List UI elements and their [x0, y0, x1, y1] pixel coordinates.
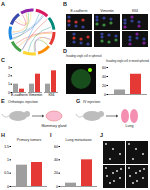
- svg-text:I: I: [50, 132, 52, 138]
- svg-text:1.5: 1.5: [4, 145, 9, 149]
- svg-text:1: 1: [7, 158, 9, 162]
- svg-text:G: G: [76, 98, 80, 104]
- svg-text:2: 2: [8, 74, 10, 78]
- svg-text:Invading single cell in sphero: Invading single cell in spheroid: [66, 54, 102, 58]
- svg-text:E: E: [1, 98, 5, 104]
- svg-text:IV injection: IV injection: [83, 100, 100, 104]
- svg-text:A: A: [1, 1, 5, 7]
- svg-text:C: C: [1, 57, 5, 63]
- svg-text:0: 0: [56, 185, 58, 189]
- svg-text:B: B: [63, 1, 67, 7]
- svg-text:D: D: [63, 48, 67, 54]
- svg-text:J: J: [100, 132, 103, 138]
- svg-text:20: 20: [102, 84, 106, 88]
- svg-text:0: 0: [104, 93, 106, 97]
- svg-text:Lung metastasis: Lung metastasis: [65, 138, 91, 142]
- svg-text:Invading single cell in mixed: Invading single cell in mixed spheroid: [106, 59, 150, 63]
- svg-text:H: H: [1, 132, 5, 138]
- svg-text:Lung: Lung: [126, 124, 134, 128]
- svg-text:Primary tumors: Primary tumors: [17, 138, 42, 142]
- svg-text:Klf4: Klf4: [132, 9, 138, 13]
- svg-text:Orthotopic injection: Orthotopic injection: [8, 100, 38, 104]
- svg-text:Vimentin: Vimentin: [100, 9, 114, 13]
- svg-text:Vimentin: Vimentin: [29, 93, 43, 97]
- svg-text:60: 60: [102, 66, 106, 70]
- svg-text:20: 20: [54, 171, 58, 175]
- svg-text:Klf4: Klf4: [48, 93, 54, 97]
- svg-text:3: 3: [8, 66, 10, 70]
- svg-text:E-cadherin: E-cadherin: [11, 93, 28, 97]
- svg-text:40: 40: [102, 75, 106, 79]
- svg-text:60: 60: [54, 145, 58, 149]
- svg-text:E-cadherin: E-cadherin: [71, 9, 88, 13]
- svg-text:40: 40: [54, 158, 58, 162]
- svg-text:0: 0: [7, 185, 9, 189]
- svg-text:0.5: 0.5: [4, 171, 9, 175]
- svg-text:0: 0: [8, 91, 10, 95]
- svg-text:1: 1: [8, 82, 10, 86]
- svg-text:Mammary gland: Mammary gland: [41, 124, 66, 128]
